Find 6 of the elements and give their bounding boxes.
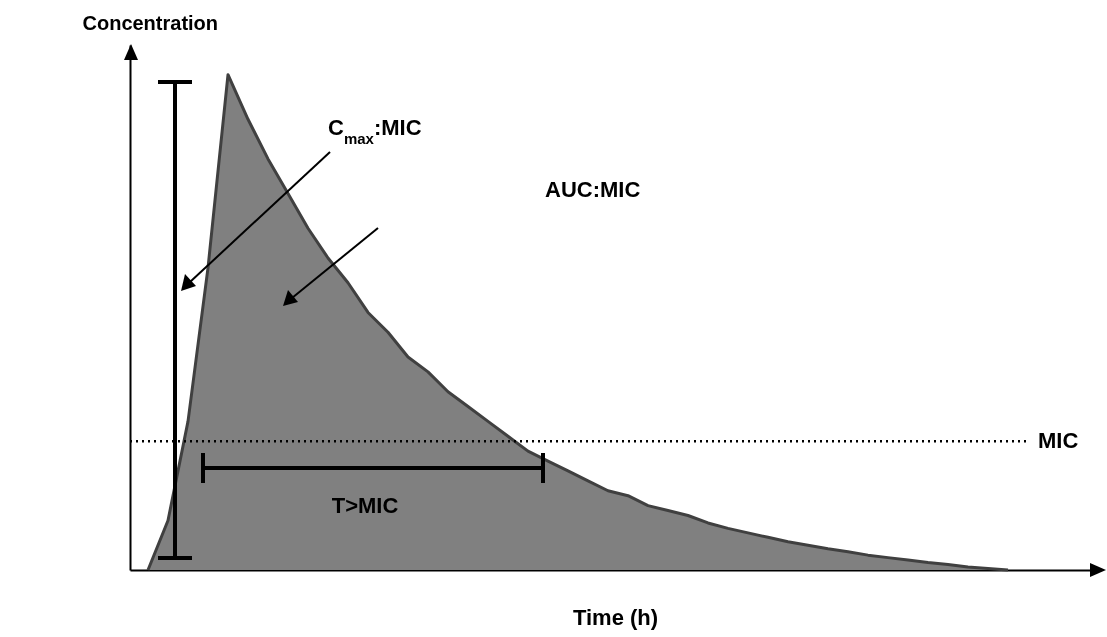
x-axis-title: Time (h): [572, 604, 659, 630]
ref-line-label: MIC: [1038, 428, 1079, 454]
annotation: T>MIC: [331, 493, 399, 518]
annotation: AUC:MIC: [545, 177, 641, 202]
y-axis-title: Concentration: [82, 11, 219, 34]
annotation: C$_{max}$:MIC: [328, 115, 422, 147]
